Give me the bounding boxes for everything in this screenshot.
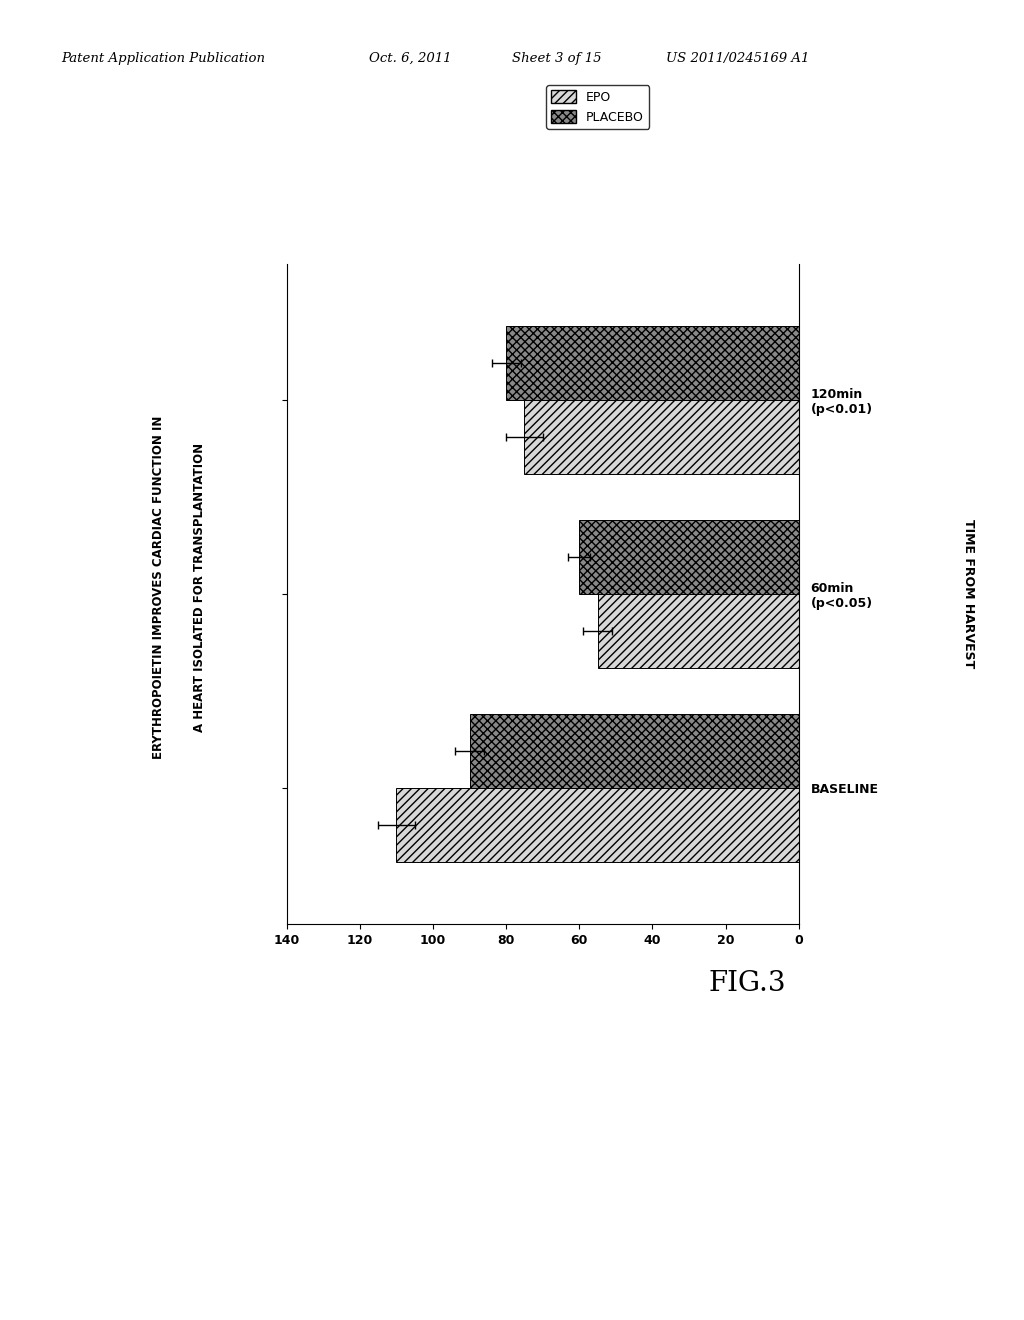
Text: A HEART ISOLATED FOR TRANSPLANTATION: A HEART ISOLATED FOR TRANSPLANTATION [194, 442, 206, 733]
Text: US 2011/0245169 A1: US 2011/0245169 A1 [666, 51, 809, 65]
Bar [580, 520, 799, 594]
Bar [470, 714, 799, 788]
Bar [598, 594, 799, 668]
Text: Oct. 6, 2011: Oct. 6, 2011 [369, 51, 452, 65]
Bar [506, 326, 799, 400]
Bar [396, 788, 799, 862]
Text: ERYTHROPOIETIN IMPROVES CARDIAC FUNCTION IN: ERYTHROPOIETIN IMPROVES CARDIAC FUNCTION… [153, 416, 165, 759]
Text: Patent Application Publication: Patent Application Publication [61, 51, 265, 65]
Text: FIG.3: FIG.3 [709, 970, 786, 997]
Text: Sheet 3 of 15: Sheet 3 of 15 [512, 51, 601, 65]
Bar [524, 400, 799, 474]
Legend: EPO, PLACEBO: EPO, PLACEBO [546, 86, 649, 129]
Y-axis label: TIME FROM HARVEST: TIME FROM HARVEST [963, 519, 975, 669]
